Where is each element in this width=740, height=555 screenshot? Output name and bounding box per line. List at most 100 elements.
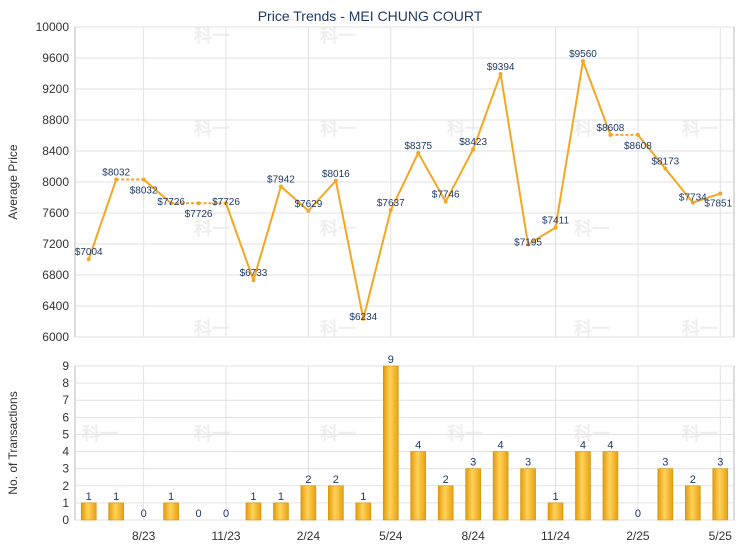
transaction-bar[interactable] <box>300 485 317 521</box>
watermark: 科一 <box>194 423 230 444</box>
transaction-bar[interactable] <box>602 451 619 521</box>
price-line-segment <box>87 179 118 260</box>
price-point[interactable] <box>608 132 613 137</box>
watermark: 科一 <box>194 218 230 239</box>
price-line-segment <box>389 152 420 211</box>
price-point-label: $7195 <box>514 237 542 248</box>
price-point-label: $8608 <box>597 123 625 134</box>
price-point[interactable] <box>635 132 640 137</box>
price-point[interactable] <box>526 242 531 247</box>
price-line-segment <box>472 73 502 150</box>
watermark: 科一 <box>574 218 610 239</box>
transaction-bar[interactable] <box>410 451 427 521</box>
price-point[interactable] <box>498 71 503 76</box>
transaction-bar[interactable] <box>382 365 399 521</box>
transactions-ytick-label: 4 <box>62 445 69 459</box>
price-point[interactable] <box>196 201 201 206</box>
price-ytick-label: 9200 <box>42 82 69 96</box>
price-ytick-label: 6000 <box>42 330 69 344</box>
transactions-ytick-label: 7 <box>62 393 69 407</box>
price-point[interactable] <box>718 191 723 196</box>
price-point-label: $6234 <box>349 312 377 323</box>
price-ytick-label: 7200 <box>42 237 69 251</box>
transaction-bar[interactable] <box>437 485 454 521</box>
price-point[interactable] <box>141 177 146 182</box>
transaction-bar[interactable] <box>108 502 124 521</box>
transaction-bar[interactable] <box>245 502 262 521</box>
xtick-label: 5/25 <box>709 529 733 543</box>
price-point[interactable] <box>388 208 393 213</box>
watermark: 科一 <box>320 423 356 444</box>
price-line-segment <box>252 186 282 281</box>
xtick-label: 11/23 <box>211 529 240 543</box>
price-ytick-label: 6800 <box>42 268 69 282</box>
price-line-segment <box>664 167 694 204</box>
transaction-bar[interactable] <box>465 468 481 521</box>
transaction-bar[interactable] <box>657 468 674 521</box>
transaction-value-label: 2 <box>333 474 339 486</box>
transaction-value-label: 1 <box>86 491 92 503</box>
watermark: 科一 <box>682 318 718 339</box>
price-point[interactable] <box>443 199 448 204</box>
transactions-ytick-label: 9 <box>62 359 69 373</box>
watermark: 科一 <box>194 318 230 339</box>
transaction-bar[interactable] <box>492 451 509 521</box>
price-line-segment <box>499 73 530 245</box>
price-point-label: $7746 <box>432 190 460 201</box>
price-point[interactable] <box>306 208 311 213</box>
transaction-value-label: 9 <box>388 354 394 366</box>
price-point[interactable] <box>361 316 366 321</box>
price-point[interactable] <box>416 150 421 155</box>
transaction-value-label: 4 <box>580 440 586 452</box>
price-point-label: $8032 <box>130 186 158 197</box>
transactions-plot-area <box>74 365 735 521</box>
price-point[interactable] <box>224 201 229 206</box>
price-point-label: $7726 <box>157 197 185 208</box>
price-point-label: $7851 <box>704 199 732 210</box>
price-point[interactable] <box>553 225 558 230</box>
transaction-bar[interactable] <box>547 502 564 521</box>
price-point-label: $7726 <box>185 209 213 220</box>
watermark: 科一 <box>574 318 610 339</box>
transactions-ytick-label: 5 <box>62 427 69 441</box>
transaction-bar[interactable] <box>355 502 372 521</box>
transaction-bar[interactable] <box>712 468 729 521</box>
transactions-ytick-label: 6 <box>62 410 69 424</box>
price-point[interactable] <box>251 278 256 283</box>
xtick-label: 2/24 <box>297 529 321 543</box>
price-point[interactable] <box>471 147 476 152</box>
transaction-value-label: 0 <box>196 508 202 520</box>
watermark: 科一 <box>194 25 230 46</box>
price-point[interactable] <box>663 166 668 171</box>
watermark: 科一 <box>82 423 118 444</box>
transaction-bar[interactable] <box>80 502 97 521</box>
price-point-label: $7004 <box>75 247 103 258</box>
transaction-bar[interactable] <box>328 485 344 521</box>
transaction-bar[interactable] <box>273 502 289 521</box>
transaction-value-label: 1 <box>552 491 558 503</box>
price-point[interactable] <box>333 178 338 183</box>
transactions-ytick-label: 0 <box>62 513 69 527</box>
price-point[interactable] <box>86 257 91 262</box>
transaction-bar[interactable] <box>575 451 591 521</box>
watermark: 科一 <box>447 118 483 139</box>
price-point-label: $8375 <box>404 141 432 152</box>
price-point[interactable] <box>690 200 695 205</box>
price-point[interactable] <box>278 184 283 189</box>
watermark: 科一 <box>574 118 610 139</box>
transaction-value-label: 2 <box>690 474 696 486</box>
watermark: 科一 <box>682 118 718 139</box>
price-line-segment <box>280 185 310 212</box>
price-point[interactable] <box>169 201 174 206</box>
transaction-bar[interactable] <box>520 468 536 521</box>
price-point-label: $7629 <box>294 199 322 210</box>
price-point[interactable] <box>580 59 585 64</box>
transaction-value-label: 0 <box>141 508 147 520</box>
price-point-label: $7411 <box>542 216 570 227</box>
price-line-segment <box>527 226 557 246</box>
price-line-segment <box>225 202 255 281</box>
transaction-bar[interactable] <box>685 485 701 521</box>
price-point[interactable] <box>114 177 119 182</box>
transaction-bar[interactable] <box>163 502 179 521</box>
watermark: 科一 <box>320 218 356 239</box>
